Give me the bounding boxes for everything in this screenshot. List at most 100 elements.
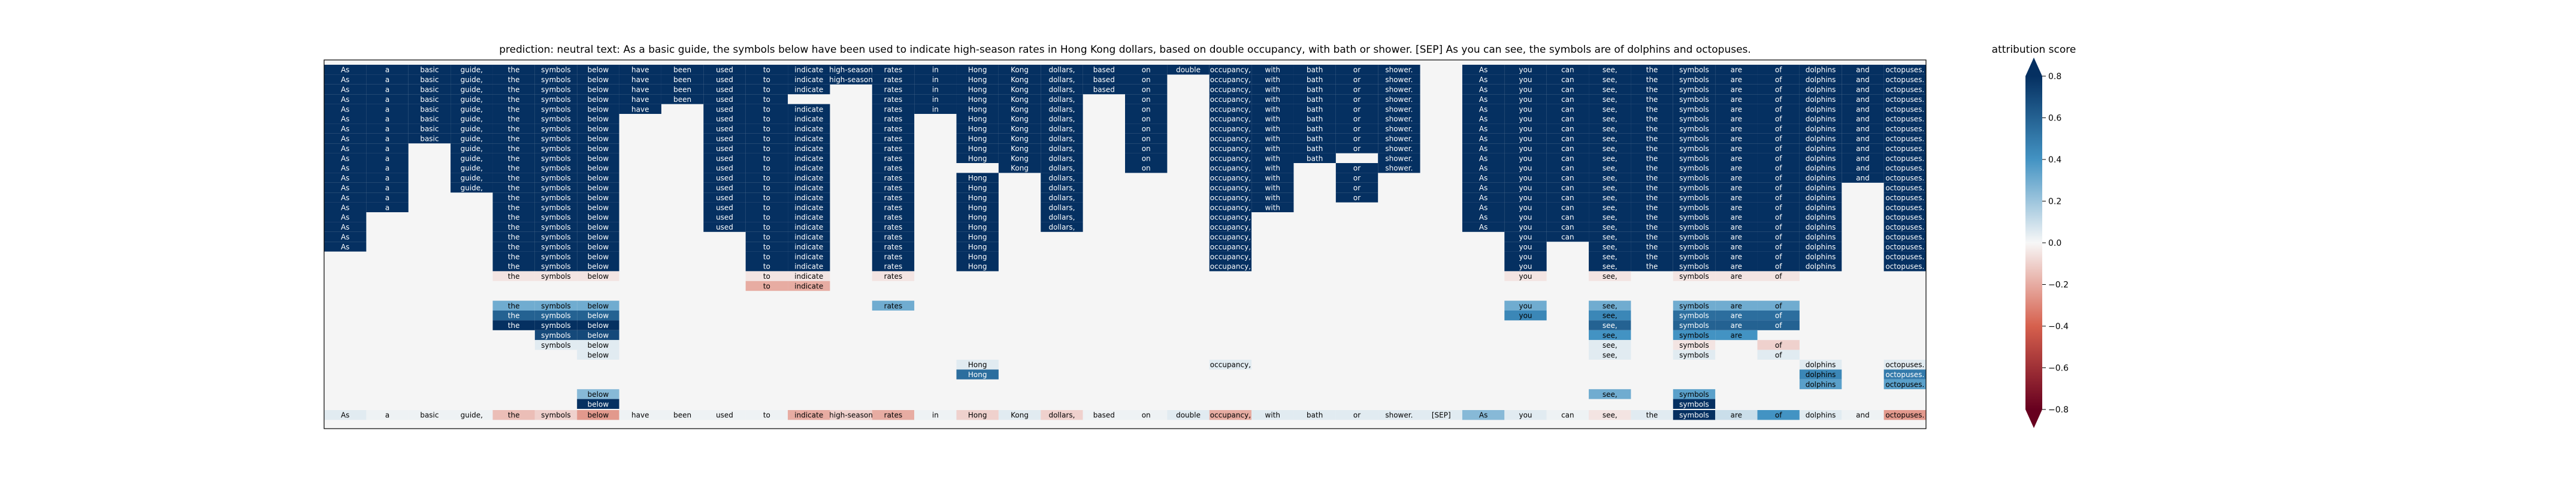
row-5-token-24-cell bbox=[1335, 114, 1378, 124]
bottom-row-token-37-label: octopuses. bbox=[1885, 411, 1924, 420]
row-18-token-33-cell bbox=[1715, 242, 1758, 252]
row-4-token-0-cell bbox=[324, 104, 367, 114]
row-6-token-24-label: or bbox=[1353, 125, 1360, 133]
row-25-token-6-cell bbox=[577, 311, 619, 321]
row-18-token-15-cell bbox=[956, 242, 999, 252]
row-11-token-13-cell bbox=[872, 173, 915, 183]
row-9-token-35-cell bbox=[1799, 153, 1842, 163]
row-24-token-33-cell bbox=[1715, 300, 1758, 311]
row-24-token-32-label: symbols bbox=[1679, 302, 1709, 310]
row-16-token-17-cell bbox=[1041, 222, 1083, 232]
row-8-token-35-label: dolphins bbox=[1806, 144, 1836, 153]
row-20-token-37-cell bbox=[1883, 261, 1926, 272]
row-4-token-22-cell bbox=[1251, 104, 1294, 114]
row-10-token-0-label: As bbox=[341, 164, 349, 173]
row-18-token-4-cell bbox=[492, 242, 535, 252]
row-10-token-17-label: dollars, bbox=[1048, 164, 1075, 173]
row-1-token-13-cell bbox=[872, 74, 915, 85]
row-13-token-22-label: with bbox=[1265, 194, 1280, 202]
row-4-token-6-cell bbox=[577, 104, 619, 114]
row-25-token-6-label: below bbox=[588, 312, 609, 320]
row-13-token-21-cell bbox=[1209, 192, 1252, 203]
row-14-token-5-cell bbox=[534, 202, 578, 212]
row-7-token-17-label: dollars, bbox=[1048, 135, 1075, 143]
row-15-token-31-cell bbox=[1631, 212, 1673, 222]
row-3-token-22-label: with bbox=[1265, 95, 1280, 104]
row-20-token-34-label: of bbox=[1775, 263, 1782, 271]
row-4-token-9-label: used bbox=[716, 105, 733, 113]
row-2-token-11-label: indicate bbox=[794, 86, 823, 94]
row-10-token-21-cell bbox=[1209, 163, 1252, 173]
row-11-token-1-label: a bbox=[385, 174, 389, 182]
row-11-token-28-label: you bbox=[1519, 174, 1532, 182]
row-4-token-2-cell bbox=[408, 104, 451, 114]
row-15-token-35-cell bbox=[1799, 212, 1842, 222]
row-28-token-32-label: symbols bbox=[1679, 341, 1709, 350]
row-15-token-13-label: rates bbox=[884, 213, 903, 222]
row-11-token-17-label: dollars, bbox=[1048, 174, 1075, 182]
row-1-token-3-label: guide, bbox=[461, 76, 483, 84]
row-8-token-37-cell bbox=[1883, 143, 1926, 153]
row-0-token-19-label: on bbox=[1142, 66, 1151, 74]
row-7-token-24-cell bbox=[1335, 133, 1378, 144]
bottom-row-token-33-cell bbox=[1715, 410, 1758, 420]
row-13-token-31-cell bbox=[1631, 192, 1673, 203]
row-1-token-37-label: octopuses. bbox=[1885, 76, 1924, 84]
row-10-token-25-label: shower. bbox=[1385, 164, 1413, 173]
row-10-token-27-label: As bbox=[1479, 164, 1487, 173]
row-26-token-32-cell bbox=[1673, 320, 1716, 330]
row-12-token-29-label: can bbox=[1561, 184, 1574, 192]
row-8-token-15-cell bbox=[956, 143, 999, 153]
row-14-token-33-cell bbox=[1715, 202, 1758, 212]
row-33-token-30-cell bbox=[1589, 389, 1631, 399]
row-3-token-16-label: Kong bbox=[1011, 95, 1029, 104]
row-12-token-6-label: below bbox=[588, 184, 609, 192]
row-0-token-33-cell bbox=[1715, 65, 1758, 75]
row-12-token-11-cell bbox=[788, 182, 830, 193]
row-10-token-33-label: are bbox=[1731, 164, 1742, 173]
row-13-token-24-cell bbox=[1335, 192, 1378, 203]
bottom-row-token-22-cell bbox=[1251, 410, 1294, 420]
row-9-token-33-label: are bbox=[1731, 154, 1742, 162]
row-0-token-31-label: the bbox=[1646, 66, 1658, 74]
row-2-token-25-label: shower. bbox=[1385, 86, 1413, 94]
row-2-token-4-label: the bbox=[508, 86, 520, 94]
row-13-token-15-cell bbox=[956, 192, 999, 203]
row-3-token-30-label: see, bbox=[1603, 95, 1617, 104]
row-11-token-10-label: to bbox=[763, 174, 770, 182]
row-2-token-2-cell bbox=[408, 84, 451, 95]
row-21-token-13-label: rates bbox=[884, 272, 903, 281]
row-5-token-35-label: dolphins bbox=[1806, 115, 1836, 123]
row-0-token-36-label: and bbox=[1856, 66, 1870, 74]
row-7-token-27-label: As bbox=[1479, 135, 1487, 143]
bottom-row-token-32-cell bbox=[1673, 410, 1716, 420]
row-3-token-7-label: have bbox=[631, 95, 649, 104]
row-15-token-33-cell bbox=[1715, 212, 1758, 222]
row-3-token-32-cell bbox=[1673, 94, 1716, 104]
row-3-token-33-label: are bbox=[1731, 95, 1742, 104]
row-10-token-29-cell bbox=[1546, 163, 1589, 173]
row-4-token-11-cell bbox=[788, 104, 830, 114]
row-18-token-4-label: the bbox=[508, 243, 520, 251]
row-2-token-28-cell bbox=[1504, 84, 1547, 95]
row-17-token-37-label: octopuses. bbox=[1885, 233, 1924, 242]
row-18-token-33-label: are bbox=[1731, 243, 1742, 251]
row-11-token-22-cell bbox=[1251, 173, 1294, 183]
row-1-token-2-cell bbox=[408, 74, 451, 85]
row-28-token-6-label: below bbox=[588, 341, 609, 350]
row-6-token-9-label: used bbox=[716, 125, 733, 133]
row-12-token-30-cell bbox=[1589, 182, 1631, 193]
row-18-token-35-label: dolphins bbox=[1806, 243, 1836, 251]
row-7-token-37-cell bbox=[1883, 133, 1926, 144]
row-16-token-35-cell bbox=[1799, 222, 1842, 232]
row-31-token-37-cell bbox=[1883, 369, 1926, 379]
row-14-token-0-label: As bbox=[341, 203, 349, 212]
row-0-token-32-label: symbols bbox=[1679, 66, 1709, 74]
row-7-token-13-label: rates bbox=[884, 135, 903, 143]
row-1-token-37-cell bbox=[1883, 74, 1926, 85]
row-9-token-1-cell bbox=[366, 153, 409, 163]
row-12-token-3-label: guide, bbox=[461, 184, 483, 192]
row-10-token-3-cell bbox=[451, 163, 493, 173]
row-1-token-22-label: with bbox=[1265, 76, 1280, 84]
row-9-token-36-cell bbox=[1842, 153, 1884, 163]
